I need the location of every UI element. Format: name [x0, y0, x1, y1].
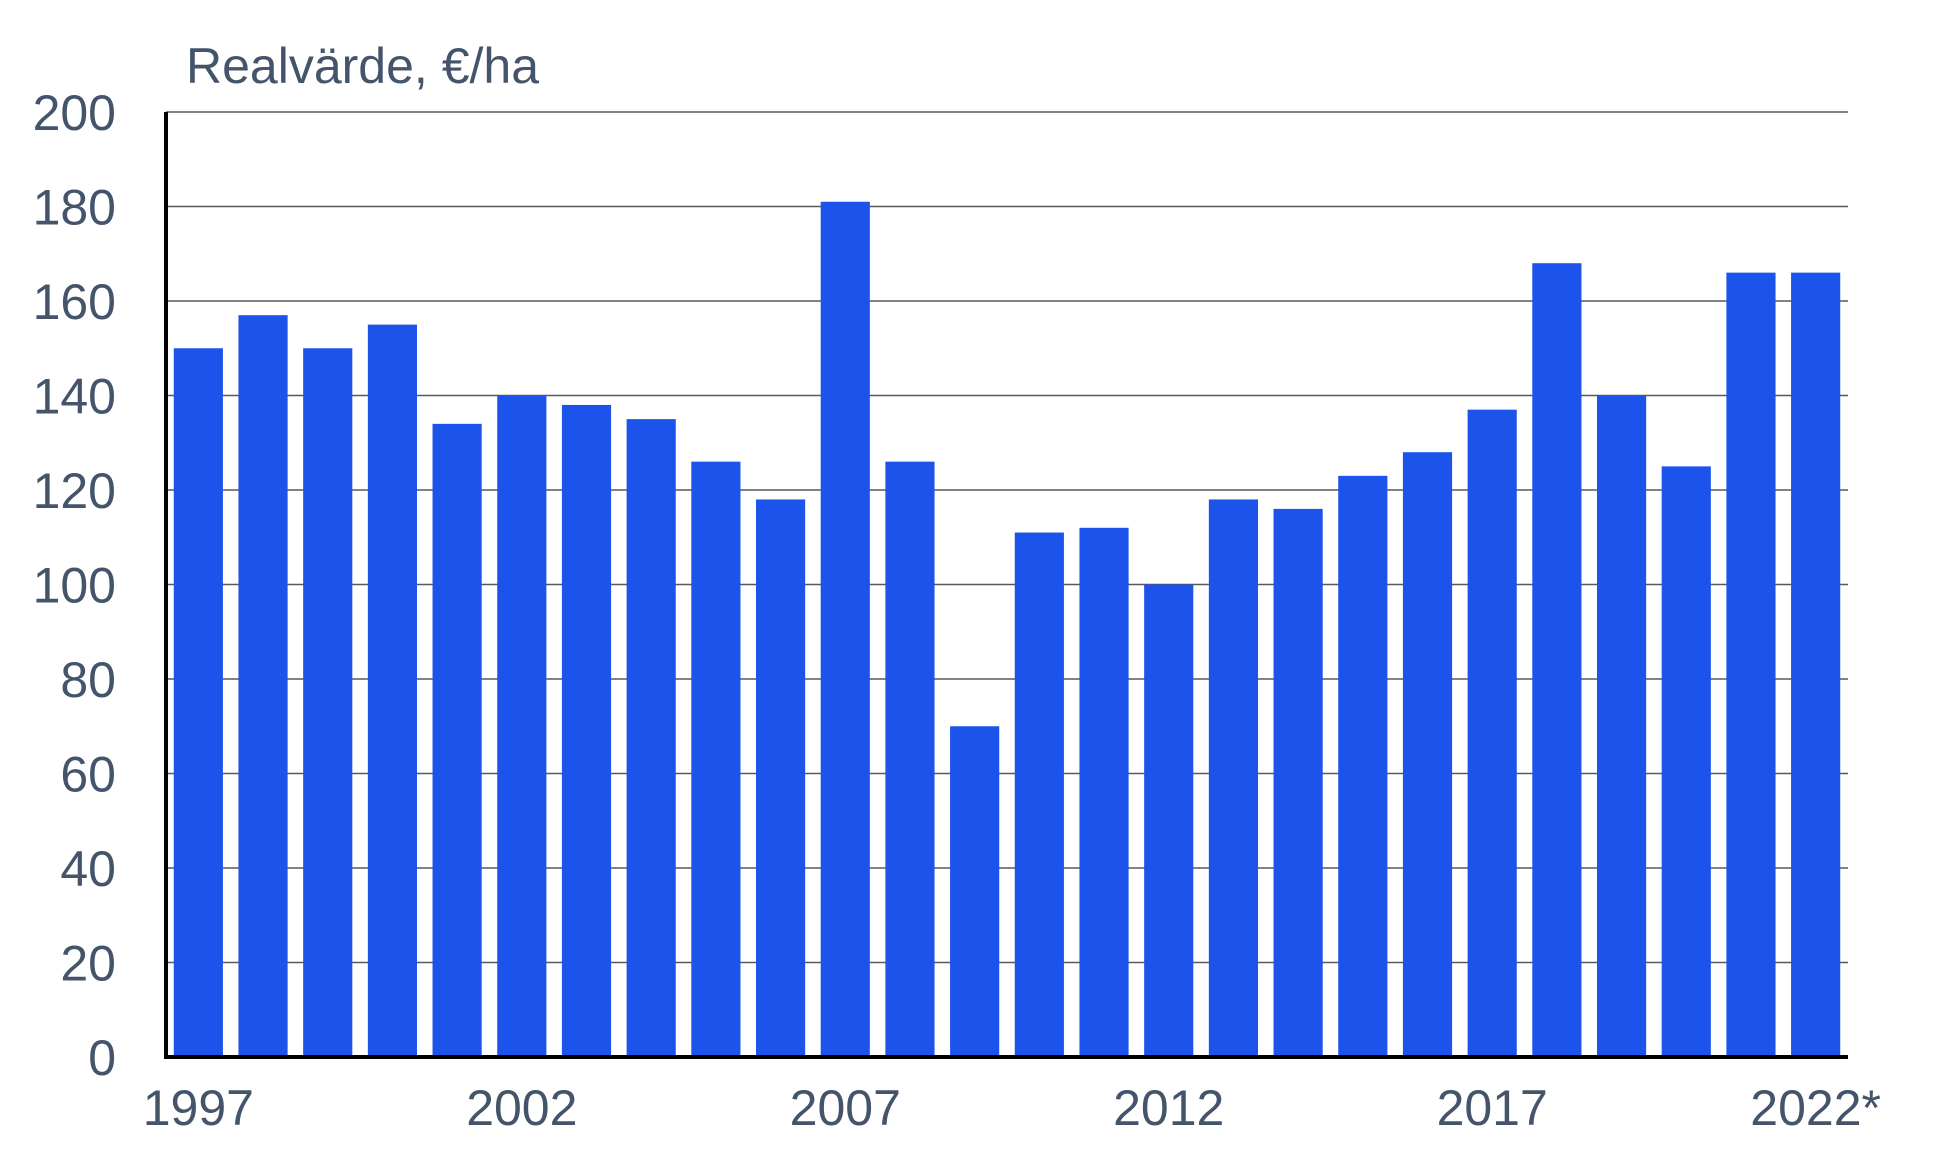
- bar-1999: [303, 348, 353, 1057]
- bars: [173, 201, 1841, 1058]
- x-tick-label: 2007: [790, 1080, 901, 1136]
- bar-2017: [1467, 409, 1517, 1057]
- y-axis-title: Realvärde, €/ha: [186, 38, 539, 94]
- bar-2004: [626, 419, 676, 1057]
- bar-1997: [173, 348, 223, 1057]
- bar-2008: [885, 461, 935, 1057]
- x-tick-label: 2017: [1437, 1080, 1548, 1136]
- x-tick-label: 1997: [143, 1080, 254, 1136]
- bar-2013: [1208, 499, 1259, 1057]
- y-tick-label: 200: [33, 85, 116, 141]
- y-tick-label: 180: [33, 180, 116, 236]
- bar-2020: [1661, 466, 1711, 1057]
- bar-2009: [950, 726, 1000, 1057]
- y-tick-label: 40: [60, 841, 116, 897]
- bar-2010: [1014, 532, 1064, 1057]
- gridlines: [166, 111, 1848, 964]
- y-tick-label: 0: [88, 1030, 116, 1086]
- bar-2019: [1596, 395, 1647, 1057]
- bar-2000: [367, 324, 418, 1057]
- y-tick-label: 120: [33, 463, 116, 519]
- bar-2006: [755, 499, 806, 1057]
- bar-1998: [238, 315, 288, 1057]
- y-tick-label: 160: [33, 274, 116, 330]
- x-tick-label: 2002: [466, 1080, 577, 1136]
- y-tick-label: 140: [33, 369, 116, 425]
- y-tick-label: 20: [60, 936, 116, 992]
- bar-2018: [1532, 263, 1582, 1057]
- bar-2007: [820, 201, 870, 1057]
- bar-2011: [1079, 527, 1129, 1057]
- bar-2003: [561, 404, 612, 1057]
- bar-2021: [1726, 272, 1776, 1057]
- x-tick-labels: 1997 2002 2007 2012 2017 2022*: [143, 1080, 1881, 1136]
- bar-2001: [432, 423, 482, 1058]
- y-tick-labels: 0 20 40 60 80 100 120 140 160 180 200: [33, 85, 116, 1086]
- bar-2002: [497, 395, 547, 1057]
- x-tick-label: 2012: [1113, 1080, 1224, 1136]
- bar-2005: [691, 461, 741, 1057]
- bar-2014: [1273, 508, 1323, 1057]
- y-tick-label: 80: [60, 652, 116, 708]
- x-tick-label: 2022*: [1750, 1080, 1881, 1136]
- bar-2016: [1402, 452, 1453, 1057]
- y-tick-label: 100: [33, 558, 116, 614]
- y-tick-label: 60: [60, 747, 116, 803]
- bar-2012: [1144, 584, 1194, 1057]
- bar-2022*: [1791, 272, 1841, 1057]
- bar-2015: [1338, 475, 1388, 1057]
